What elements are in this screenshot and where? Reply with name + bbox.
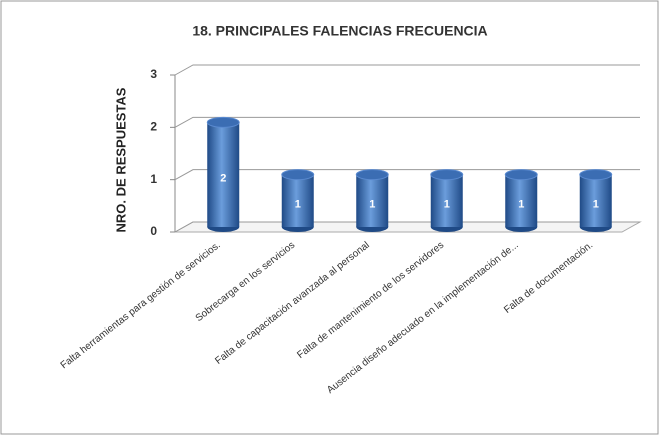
data-label: 1 (369, 199, 375, 211)
grid-line (174, 221, 640, 233)
y-tick-label: 0 (150, 224, 157, 238)
bar (356, 174, 389, 227)
bar-top (579, 169, 613, 181)
grid-line (174, 116, 640, 128)
bar-top (355, 169, 389, 181)
floor (173, 221, 642, 233)
bar (579, 174, 612, 227)
chart-title: 18. PRINCIPALES FALENCIAS FRECUENCIA (192, 23, 487, 39)
bar-top (430, 169, 464, 181)
data-label: 1 (593, 199, 599, 211)
y-tick-label: 1 (150, 172, 157, 186)
bar-top (206, 116, 240, 128)
grid-line (174, 64, 640, 76)
bar-top (504, 169, 538, 181)
data-label: 1 (518, 199, 524, 211)
bar (207, 122, 240, 227)
data-label: 1 (295, 199, 301, 211)
y-axis-label: NRO. DE RESPUESTAS (113, 87, 128, 232)
data-label: 1 (444, 199, 450, 211)
bar (281, 174, 314, 227)
bar (430, 174, 463, 227)
data-label: 2 (220, 173, 226, 185)
bar-top (281, 169, 315, 181)
y-tick-label: 3 (150, 67, 157, 81)
y-tick-label: 2 (150, 120, 157, 134)
grid-line (174, 169, 640, 181)
bar (505, 174, 538, 227)
